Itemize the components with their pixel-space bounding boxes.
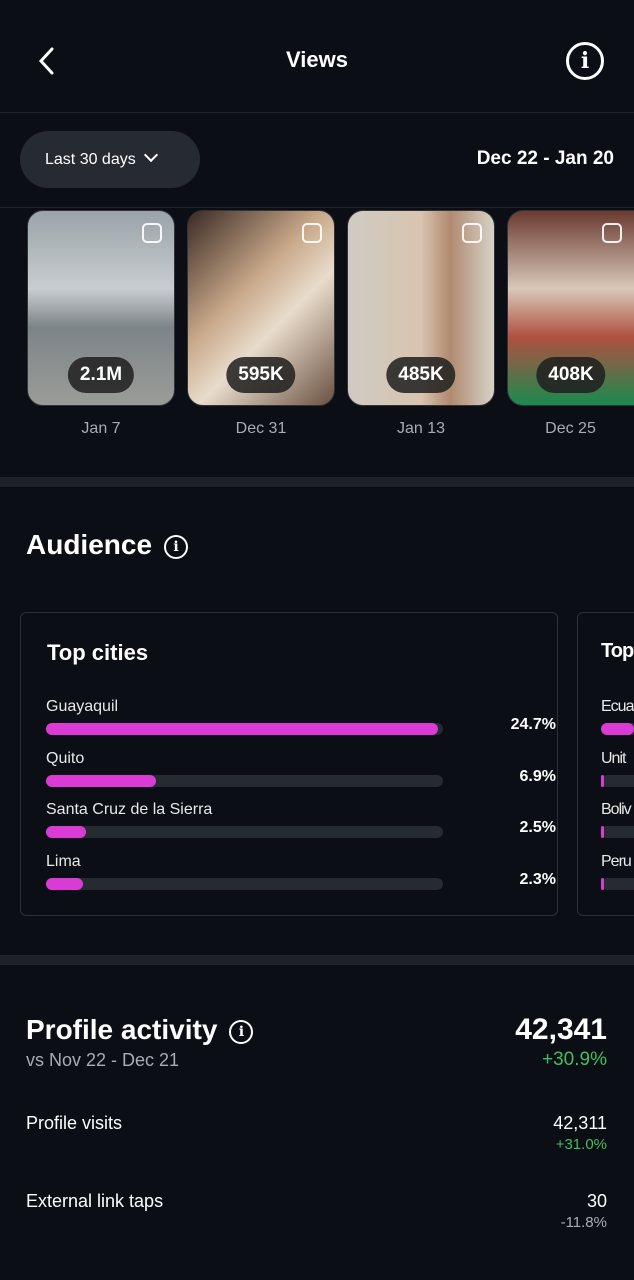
progress-fill: [601, 826, 605, 838]
profile-activity-change: +30.9%: [542, 1049, 607, 1070]
post-thumbnail[interactable]: 485K: [347, 210, 495, 406]
external-link-taps-label: External link taps: [26, 1191, 164, 1211]
divider: [0, 955, 634, 965]
carousel-icon: [302, 223, 322, 243]
carousel-icon: [602, 223, 622, 243]
progress-fill: [46, 826, 86, 838]
info-icon[interactable]: i: [566, 42, 604, 80]
profile-activity-title: Profile activity: [26, 1014, 218, 1045]
carousel-icon: [142, 223, 162, 243]
item-label: Ecua: [601, 698, 634, 715]
list-item: Ecua: [601, 698, 634, 735]
progress-fill: [601, 774, 605, 787]
progress-fill: [601, 723, 634, 735]
carousel-icon: [462, 223, 482, 243]
item-percent: 2.3%: [519, 870, 556, 888]
item-label: Peru: [601, 852, 632, 870]
profile-visits-change: +31.0%: [555, 1136, 607, 1153]
item-percent: 6.9%: [519, 767, 556, 785]
progress-fill: [46, 774, 156, 787]
divider: [0, 477, 634, 487]
date-range-dropdown[interactable]: Last 30 days: [20, 131, 200, 188]
list-item: Quito 6.9%: [46, 749, 556, 787]
progress-bar: [601, 774, 634, 787]
progress-bar: [46, 877, 443, 890]
post-thumbnail[interactable]: 595K: [187, 210, 335, 406]
view-count: 408K: [536, 357, 606, 393]
progress-fill: [46, 723, 439, 735]
post-date: Dec 25: [545, 420, 596, 437]
profile-activity-total: 42,341: [515, 1013, 607, 1046]
view-count: 2.1M: [67, 357, 135, 393]
post-date: Jan 7: [81, 420, 121, 437]
item-label: Boliv: [601, 801, 632, 818]
dropdown-label: Last 30 days: [45, 151, 136, 168]
post-date: Jan 13: [396, 420, 446, 437]
external-link-taps-change: -11.8%: [560, 1214, 607, 1231]
item-percent: 24.7%: [510, 716, 556, 733]
progress-bar: [46, 723, 443, 735]
list-item: Unit: [601, 749, 634, 787]
page-title: Views: [286, 47, 348, 72]
post-thumbnail[interactable]: 408K: [507, 210, 634, 406]
item-label: Quito: [46, 749, 85, 767]
list-item: Santa Cruz de la Sierra 2.5%: [46, 801, 556, 838]
list-item: Guayaquil 24.7%: [46, 698, 556, 735]
profile-activity-heading: Profile activity i: [26, 1014, 254, 1046]
item-label: Santa Cruz de la Sierra: [46, 801, 213, 818]
item-label: Unit: [601, 749, 626, 767]
top-posts-carousel[interactable]: 2.1M Jan 7 595K Dec 31 485K Jan 13 408K …: [0, 207, 634, 477]
info-icon[interactable]: i: [229, 1019, 254, 1044]
progress-bar: [601, 877, 634, 890]
progress-bar: [46, 774, 443, 787]
audience-heading: Audience i: [26, 529, 189, 561]
chevron-down-icon: [143, 147, 158, 163]
back-icon[interactable]: [34, 44, 64, 78]
post-date: Dec 31: [235, 420, 287, 437]
progress-fill: [601, 877, 605, 890]
comparison-period: vs Nov 22 - Dec 21: [26, 1050, 180, 1070]
view-count: 595K: [226, 357, 296, 393]
top-countries-card[interactable]: Top Ecua Unit Boliv Peru: [577, 612, 634, 916]
item-label: Lima: [46, 852, 81, 870]
progress-bar: [601, 723, 634, 735]
view-count: 485K: [386, 357, 456, 393]
card-title: Top cities: [47, 640, 149, 665]
list-item: Peru: [601, 852, 634, 890]
audience-title: Audience: [26, 529, 153, 560]
info-icon[interactable]: i: [164, 534, 189, 559]
date-range-text: Dec 22 - Jan 20: [476, 148, 614, 169]
progress-bar: [46, 826, 443, 838]
item-label: Guayaquil: [46, 698, 119, 715]
list-item: Boliv: [601, 801, 634, 838]
profile-visits-value: 42,311: [553, 1113, 607, 1133]
post-thumbnail[interactable]: 2.1M: [27, 210, 175, 406]
card-title: Top: [601, 640, 634, 662]
top-bar: Views i: [0, 0, 634, 113]
profile-visits-label: Profile visits: [26, 1113, 123, 1133]
top-cities-card: Top cities Guayaquil 24.7% Quito 6.9% Sant…: [20, 612, 558, 916]
item-percent: 2.5%: [519, 819, 556, 836]
progress-bar: [601, 826, 634, 838]
external-link-taps-value: 30: [586, 1191, 607, 1211]
progress-fill: [46, 877, 83, 890]
list-item: Lima 2.3%: [46, 852, 556, 890]
